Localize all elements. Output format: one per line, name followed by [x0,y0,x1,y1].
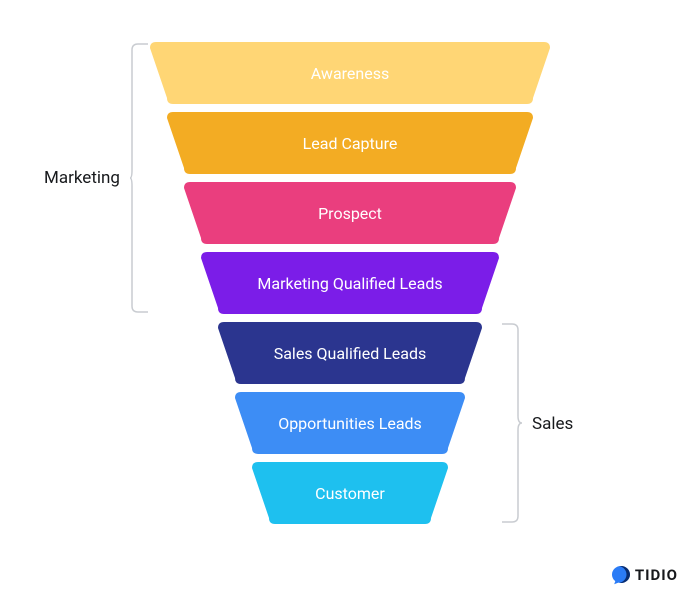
funnel-stage: Lead Capture [167,112,533,174]
funnel-stage: Opportunities Leads [235,392,465,454]
diagram-canvas: Marketing Sales AwarenessLead CapturePro… [0,0,700,605]
marketing-bracket [130,42,150,314]
funnel-stage: Sales Qualified Leads [218,322,482,384]
funnel: Awareness Lead Capture Prospect Marketing Q… [150,42,550,532]
funnel-stage: Customer [252,462,448,524]
tidio-icon [611,565,631,585]
brand-logo: TIDIO [611,565,678,585]
funnel-stage: Marketing Qualified Leads [201,252,499,314]
funnel-stage: Awareness [150,42,550,104]
brand-name: TIDIO [635,566,678,584]
funnel-stage: Prospect [184,182,516,244]
section-label-marketing: Marketing [44,168,120,188]
